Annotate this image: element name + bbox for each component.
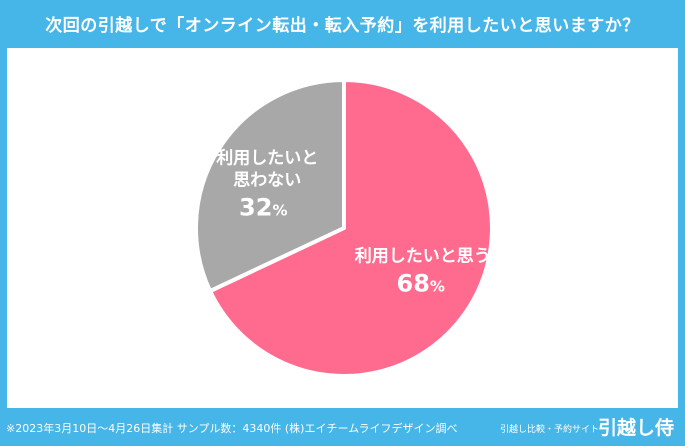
chart-title: 次回の引越しで「オンライン転出・転入予約」を利用したいと思いますか？ xyxy=(45,15,640,36)
footer-note: ※2023年3月10日〜4月26日集計 サンプル数：4340件 (株)エイチーム… xyxy=(6,422,458,435)
chart-panel: 利用したいと思う 68% 利用したいと 思わない 32% xyxy=(7,48,678,408)
brand-logo: 引越し侍 xyxy=(598,417,675,439)
slice-label-1-line-0: 利用したいと xyxy=(216,147,318,168)
pie-slice-0 xyxy=(208,78,494,378)
footer: ※2023年3月10日〜4月26日集計 サンプル数：4340件 (株)エイチーム… xyxy=(0,408,685,446)
slice-label-1-line-1: 思わない xyxy=(233,170,301,190)
pie-slice-1 xyxy=(194,78,346,294)
slice-label-0-line-0: 利用したいと思う xyxy=(355,246,491,267)
slice-value-0: 68% xyxy=(397,270,445,298)
slice-value-1: 32% xyxy=(239,193,287,221)
brand-subtitle: 引越し比較・予約サイト xyxy=(500,425,600,435)
